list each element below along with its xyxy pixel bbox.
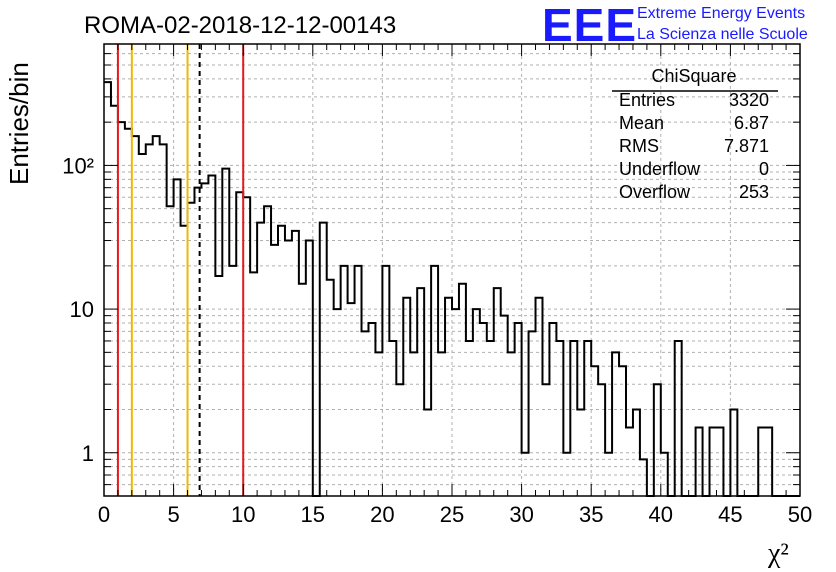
logo-line-2: La Scienza nelle Scuole [637, 26, 808, 43]
y-tick-label: 1 [82, 441, 94, 466]
x-tick-label: 20 [370, 502, 394, 527]
stats-value: 6.87 [733, 113, 769, 133]
stats-value: 7.871 [723, 136, 769, 156]
x-tick-label: 0 [98, 502, 110, 527]
histogram-series [104, 81, 800, 497]
x-tick-label: 15 [301, 502, 325, 527]
x-tick-label: 5 [167, 502, 179, 527]
stats-label: RMS [619, 136, 659, 156]
stats-label: Entries [619, 90, 676, 110]
stats-title: ChiSquare [651, 66, 737, 86]
logo-mark: EEE [542, 0, 638, 51]
y-tick-label: 10² [62, 153, 94, 178]
eee-logo: EEE Extreme Energy Events La Scienza nel… [542, 0, 832, 51]
chart-title: ROMA-02-2018-12-12-00143 [84, 12, 397, 39]
x-tick-label: 10 [231, 502, 255, 527]
stats-label: Overflow [619, 182, 691, 202]
x-tick-label: 45 [718, 502, 742, 527]
stats-box: ChiSquare Entries 3320 Mean 6.87 RMS 7.8… [611, 66, 777, 205]
stats-value: 253 [738, 182, 769, 202]
x-tick-label: 40 [649, 502, 673, 527]
stats-row-rms: RMS 7.871 [611, 136, 777, 159]
x-tick-label: 30 [509, 502, 533, 527]
stats-value: 0 [758, 159, 769, 179]
y-axis-label: Entries/bin [4, 62, 34, 185]
stats-label: Mean [619, 113, 665, 133]
stats-row-entries: Entries 3320 [611, 90, 777, 113]
x-axis-label: χ² [768, 538, 789, 569]
stats-row-mean: Mean 6.87 [611, 113, 777, 136]
x-tick-label: 25 [440, 502, 464, 527]
y-tick-label: 10 [70, 297, 94, 322]
stats-value: 3320 [728, 90, 769, 110]
x-tick-label: 35 [579, 502, 603, 527]
stats-row-underflow: Underflow 0 [611, 159, 777, 182]
stats-label: Underflow [619, 159, 701, 179]
x-tick-label: 50 [788, 502, 812, 527]
stats-row-overflow: Overflow 253 [611, 182, 777, 205]
logo-line-1: Extreme Energy Events [637, 5, 806, 22]
